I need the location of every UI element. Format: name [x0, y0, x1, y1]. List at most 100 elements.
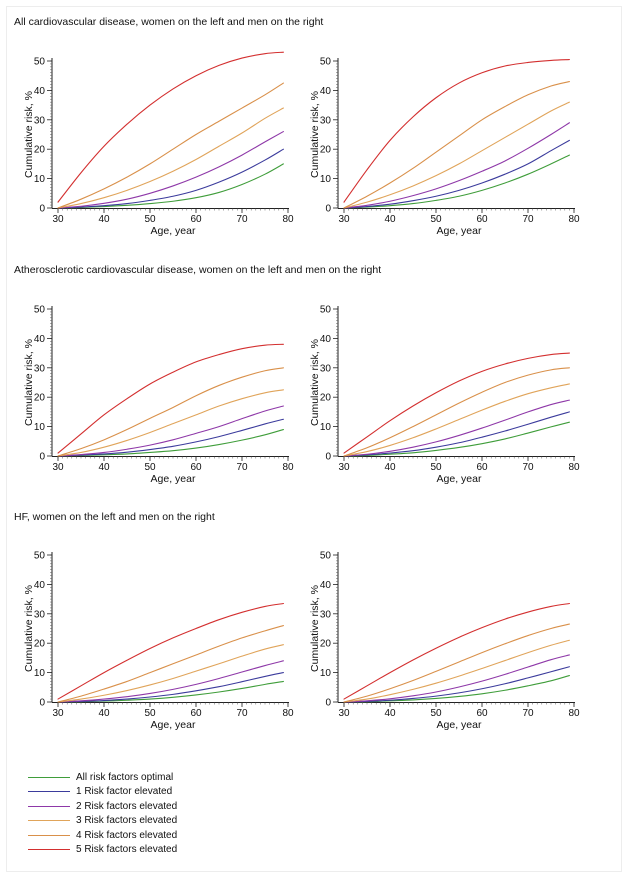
series-line-five: [343, 58, 570, 203]
series-line-optimal: [343, 154, 570, 209]
legend-label: All risk factors optimal: [76, 771, 174, 783]
x-tick-label: 50: [144, 462, 156, 473]
y-tick-label: 30: [320, 609, 332, 620]
y-tick-label: 30: [34, 115, 46, 126]
x-tick-label: 50: [430, 708, 442, 719]
y-axis-title: Cumulative risk, %: [309, 339, 321, 426]
x-tick-label: 70: [522, 708, 534, 719]
x-tick-label: 40: [384, 708, 396, 719]
x-tick-label: 80: [282, 462, 294, 473]
series-line-three: [57, 389, 284, 457]
series-line-three: [343, 383, 570, 457]
series-line-five: [57, 51, 284, 203]
chart-ascvd-women: 0 10 20 30 40 50 30 40 50 60 70 80 Age, year Cumulati…: [23, 305, 294, 486]
x-axis-title: Age, year: [151, 473, 196, 485]
x-tick-label: 40: [98, 214, 110, 225]
y-tick-label: 20: [34, 639, 46, 650]
x-axis-title: Age, year: [437, 225, 482, 237]
series-line-three: [343, 101, 570, 209]
y-tick-label: 10: [320, 174, 332, 185]
x-tick-label: 30: [52, 708, 64, 719]
x-tick-label: 80: [568, 214, 580, 225]
x-tick-label: 30: [338, 708, 350, 719]
x-tick-label: 30: [338, 214, 350, 225]
y-tick-label: 40: [34, 580, 46, 591]
series-line-two: [343, 122, 570, 209]
y-tick-label: 50: [34, 57, 46, 68]
legend-label: 5 Risk factors elevated: [76, 844, 178, 856]
series-line-two: [57, 405, 284, 457]
y-tick-label: 10: [34, 422, 46, 433]
legend-item-three: 3 Risk factors elevated: [28, 814, 177, 829]
legend-swatch-four: [28, 834, 70, 836]
chart-all-cvd-women: 0 10 20 30 40 50 30 40 50 60 70 80 Age, year Cumulati…: [23, 51, 294, 237]
y-tick-label: 0: [325, 452, 331, 463]
x-tick-label: 50: [144, 708, 156, 719]
y-axis-title: Cumulative risk, %: [309, 91, 321, 178]
x-tick-label: 50: [430, 214, 442, 225]
series-line-one: [57, 672, 284, 703]
y-axis-title: Cumulative risk, %: [23, 339, 35, 426]
x-axis-title: Age, year: [151, 225, 196, 237]
series-line-four: [57, 82, 284, 209]
y-tick-label: 0: [325, 698, 331, 709]
x-tick-label: 40: [384, 214, 396, 225]
x-tick-label: 40: [98, 708, 110, 719]
x-tick-label: 70: [522, 462, 534, 473]
x-tick-label: 80: [568, 462, 580, 473]
series-line-one: [57, 148, 284, 209]
y-tick-label: 20: [34, 393, 46, 404]
section-title-all-cvd: All cardiovascular disease, women on the…: [14, 16, 324, 28]
series-line-five: [343, 602, 570, 700]
series-line-four: [57, 625, 284, 703]
y-tick-label: 10: [34, 174, 46, 185]
y-tick-label: 50: [320, 57, 332, 68]
x-tick-label: 60: [476, 708, 488, 719]
series-line-five: [57, 602, 284, 700]
series-line-optimal: [57, 163, 284, 209]
series-line-four: [57, 367, 284, 457]
y-tick-label: 30: [320, 363, 332, 374]
series-line-two: [57, 131, 284, 209]
y-tick-label: 30: [320, 115, 332, 126]
legend-swatch-two: [28, 805, 70, 807]
legend-item-optimal: All risk factors optimal: [28, 770, 177, 785]
chart-hf-women: 0 10 20 30 40 50 30 40 50 60 70 80 Age, year Cumulati…: [23, 551, 294, 732]
y-tick-label: 50: [320, 551, 332, 562]
series-line-five: [343, 352, 570, 454]
legend-item-four: 4 Risk factors elevated: [28, 828, 177, 843]
legend: All risk factors optimal 1 Risk factor e…: [28, 770, 177, 857]
x-tick-label: 70: [236, 708, 248, 719]
series-line-optimal: [343, 421, 570, 457]
y-axis-title: Cumulative risk, %: [23, 91, 35, 178]
y-tick-label: 20: [320, 393, 332, 404]
series-line-four: [343, 367, 570, 457]
x-tick-label: 30: [52, 214, 64, 225]
series-line-one: [343, 139, 570, 209]
y-tick-label: 0: [325, 204, 331, 215]
x-tick-label: 40: [384, 462, 396, 473]
y-tick-label: 30: [34, 363, 46, 374]
y-tick-label: 40: [34, 334, 46, 345]
y-tick-label: 0: [39, 452, 45, 463]
series-line-two: [343, 399, 570, 457]
section-title-ascvd: Atherosclerotic cardiovascular disease, …: [14, 264, 382, 276]
legend-swatch-one: [28, 791, 70, 793]
y-tick-label: 20: [320, 639, 332, 650]
y-tick-label: 0: [39, 204, 45, 215]
legend-label: 2 Risk factors elevated: [76, 800, 178, 812]
legend-label: 1 Risk factor elevated: [76, 786, 173, 798]
y-tick-label: 40: [34, 86, 46, 97]
x-tick-label: 80: [282, 708, 294, 719]
series-line-three: [57, 107, 284, 209]
x-tick-label: 70: [236, 214, 248, 225]
y-tick-label: 0: [39, 698, 45, 709]
y-tick-label: 20: [34, 145, 46, 156]
chart-ascvd-men: 0 10 20 30 40 50 30 40 50 60 70 80 Age, year Cumulati…: [309, 305, 580, 486]
section-title-hf: HF, women on the left and men on the rig…: [14, 511, 215, 523]
series-line-one: [343, 666, 570, 703]
legend-item-two: 2 Risk factors elevated: [28, 799, 177, 814]
series-line-two: [343, 654, 570, 703]
x-axis-title: Age, year: [151, 719, 196, 731]
x-tick-label: 30: [338, 462, 350, 473]
